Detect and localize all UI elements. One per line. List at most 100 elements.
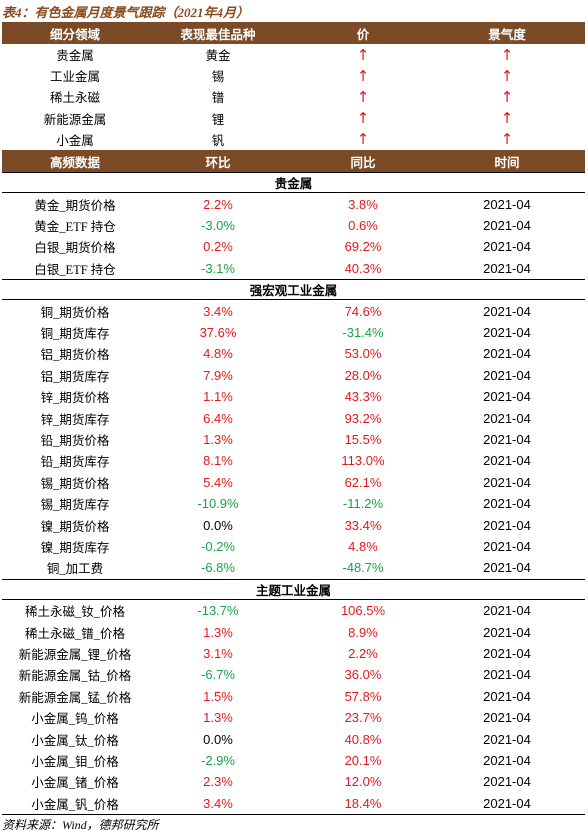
change-value: 23.7%: [344, 710, 382, 726]
change-value: -6.8%: [201, 560, 235, 576]
summary-row: 稀土永磁 镨 ↑ ↑: [2, 86, 585, 107]
data-row: 小金属_钼_价格 -2.9% 20.1% 2021-04: [2, 750, 585, 771]
indicator-name: 稀土永磁_钕_价格: [24, 605, 125, 620]
indicator-name: 铜_期货价格: [40, 305, 110, 320]
change-value: 113.0%: [341, 453, 385, 469]
change-value: 18.4%: [344, 795, 382, 811]
change-value: 1.5%: [203, 688, 233, 704]
change-value: 7.9%: [203, 367, 233, 383]
summary-row: 小金属 钒 ↑ ↑: [2, 129, 585, 150]
section-title: 贵金属: [274, 177, 313, 192]
change-value: -10.9%: [197, 496, 239, 512]
data-row: 铅_期货价格 1.3% 15.5% 2021-04: [2, 429, 585, 450]
data-row: 稀土永磁_镨_价格 1.3% 8.9% 2021-04: [2, 621, 585, 642]
change-value: 12.0%: [344, 774, 382, 790]
change-value: -48.7%: [342, 560, 384, 576]
change-value: 57.8%: [344, 688, 382, 704]
table-title: 表4：有色金属月度景气跟踪（2021年4月）: [2, 5, 250, 20]
trend-arrow: ↑: [356, 45, 370, 64]
date-cell: 2021-04: [483, 560, 531, 576]
change-value: 28.0%: [344, 367, 382, 383]
data-row: 锡_期货价格 5.4% 62.1% 2021-04: [2, 472, 585, 493]
indicator-name: 锡_期货价格: [40, 476, 110, 491]
change-value: 0.2%: [203, 239, 233, 255]
indicator-name: 锌_期货库存: [40, 412, 110, 427]
data-row: 新能源金属_锂_价格 3.1% 2.2% 2021-04: [2, 643, 585, 664]
change-value: -0.2%: [201, 538, 235, 554]
data-row: 铜_期货库存 37.6% -31.4% 2021-04: [2, 322, 585, 343]
summary-cell: 稀土永磁: [49, 91, 100, 106]
data-row: 白银_ETF 持仓 -3.1% 40.3% 2021-04: [2, 258, 585, 279]
indicator-name: 新能源金属_钴_价格: [18, 669, 132, 684]
data-row: 铜_期货价格 3.4% 74.6% 2021-04: [2, 300, 585, 321]
indicator-name: 铅_期货价格: [40, 433, 110, 448]
date-cell: 2021-04: [483, 710, 531, 726]
source-note: 资料来源：Wind，德邦研究所: [2, 818, 159, 832]
date-cell: 2021-04: [483, 688, 531, 704]
trend-arrow: ↑: [356, 130, 370, 149]
summary-cell: 工业金属: [49, 70, 100, 85]
summary-cell: 钒: [211, 133, 225, 148]
indicator-name: 白银_期货价格: [34, 241, 116, 256]
data-row: 白银_期货价格 0.2% 69.2% 2021-04: [2, 236, 585, 257]
trend-arrow: ↑: [356, 87, 370, 106]
indicator-name: 锡_期货库存: [40, 498, 110, 513]
indicator-name: 小金属_锗_价格: [31, 776, 119, 791]
data-row: 小金属_钨_价格 1.3% 23.7% 2021-04: [2, 707, 585, 728]
change-value: 62.1%: [344, 474, 382, 490]
change-value: 2.2%: [348, 645, 378, 661]
change-value: 1.3%: [203, 431, 233, 447]
date-cell: 2021-04: [483, 431, 531, 447]
summary-row: 工业金属 锡 ↑ ↑: [2, 65, 585, 86]
change-value: 1.3%: [203, 624, 233, 640]
date-cell: 2021-04: [483, 538, 531, 554]
change-value: 2.3%: [203, 774, 233, 790]
data-row: 稀土永磁_钕_价格 -13.7% 106.5% 2021-04: [2, 600, 585, 621]
indicator-name: 铝_期货价格: [40, 348, 110, 363]
date-cell: 2021-04: [483, 667, 531, 683]
date-cell: 2021-04: [483, 795, 531, 811]
date-cell: 2021-04: [483, 346, 531, 362]
date-cell: 2021-04: [483, 496, 531, 512]
trend-arrow: ↑: [500, 109, 514, 128]
data-row: 黄金_期货价格 2.2% 3.8% 2021-04: [2, 193, 585, 214]
change-value: 5.4%: [203, 474, 233, 490]
indicator-name: 锌_期货价格: [40, 391, 110, 406]
indicator-name: 新能源金属_锰_价格: [18, 690, 132, 705]
date-cell: 2021-04: [483, 603, 531, 619]
change-value: -3.1%: [201, 260, 235, 276]
change-value: 43.3%: [344, 389, 382, 405]
header-cell: 细分领域: [49, 27, 100, 42]
change-value: -31.4%: [342, 324, 384, 340]
summary-cell: 黄金: [205, 49, 231, 64]
change-value: 106.5%: [340, 603, 386, 619]
indicator-name: 小金属_钛_价格: [31, 733, 119, 748]
date-cell: 2021-04: [483, 410, 531, 426]
change-value: 1.1%: [203, 389, 233, 405]
change-value: 3.1%: [203, 645, 233, 661]
date-cell: 2021-04: [483, 731, 531, 747]
section-row: 强宏观工业金属: [2, 279, 585, 301]
indicator-name: 小金属_钼_价格: [31, 754, 119, 769]
data-row: 锡_期货库存 -10.9% -11.2% 2021-04: [2, 493, 585, 514]
trend-arrow: ↑: [500, 66, 514, 85]
section-title: 强宏观工业金属: [249, 284, 338, 299]
summary-cell: 镨: [211, 91, 225, 106]
data-row: 铝_期货库存 7.9% 28.0% 2021-04: [2, 365, 585, 386]
indicator-name: 铝_期货库存: [40, 369, 110, 384]
change-value: 2.2%: [203, 196, 233, 212]
change-value: 4.8%: [203, 346, 233, 362]
indicator-name: 稀土永磁_镨_价格: [24, 626, 125, 641]
change-value: 40.8%: [344, 731, 382, 747]
date-cell: 2021-04: [483, 752, 531, 768]
data-row: 小金属_锗_价格 2.3% 12.0% 2021-04: [2, 771, 585, 792]
change-value: 36.0%: [344, 667, 382, 683]
trend-arrow: ↑: [500, 87, 514, 106]
change-value: 8.9%: [348, 624, 378, 640]
change-value: 0.0%: [203, 517, 233, 533]
summary-cell: 锂: [211, 112, 225, 127]
date-cell: 2021-04: [483, 389, 531, 405]
change-value: -2.9%: [201, 752, 235, 768]
indicator-name: 小金属_钒_价格: [31, 797, 119, 812]
data-row: 镍_期货库存 -0.2% 4.8% 2021-04: [2, 536, 585, 557]
